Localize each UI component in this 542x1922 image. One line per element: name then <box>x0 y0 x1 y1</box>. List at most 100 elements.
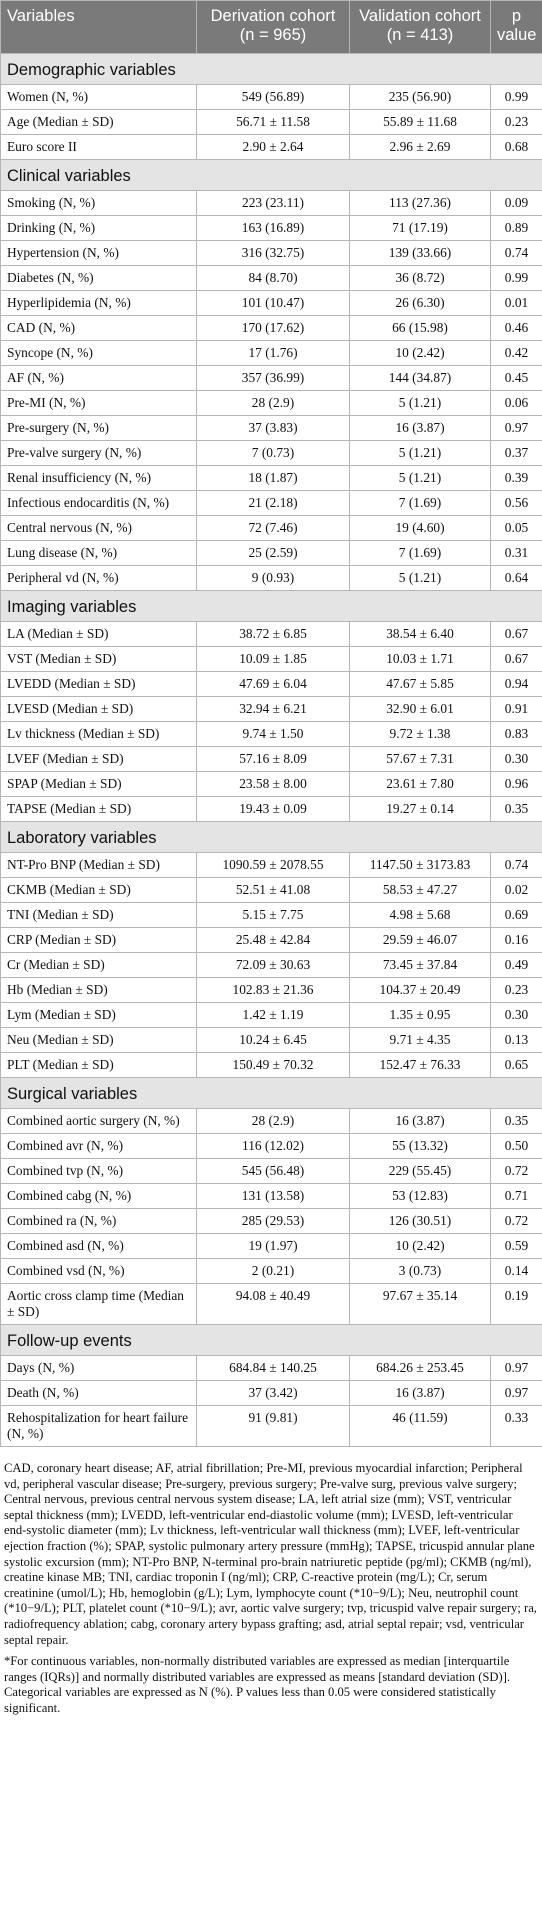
data-row: Euro score II 2.90 ± 2.64 2.96 ± 2.69 0.68 <box>0 134 542 160</box>
data-row: LVESD (Median ± SD) 32.94 ± 6.21 32.90 ± 6… <box>0 696 542 722</box>
section-row: Clinical variables <box>0 159 542 191</box>
cell: 0.67 <box>490 621 542 647</box>
cell: 316 (32.75) <box>196 240 350 266</box>
cell: 5 (1.21) <box>349 390 491 416</box>
data-row: Pre-valve surgery (N, %) 7 (0.73) 5 (1.21)… <box>0 440 542 466</box>
row-label: Combined avr (N, %) <box>0 1133 197 1159</box>
cell: 0.97 <box>490 415 542 441</box>
cell: 66 (15.98) <box>349 315 491 341</box>
cell: 0.72 <box>490 1158 542 1184</box>
cell: 71 (17.19) <box>349 215 491 241</box>
cell: 131 (13.58) <box>196 1183 350 1209</box>
cell: 0.02 <box>490 877 542 903</box>
data-row: Lym (Median ± SD) 1.42 ± 1.19 1.35 ± 0.95 0… <box>0 1002 542 1028</box>
cell: 0.19 <box>490 1283 542 1325</box>
cell: 235 (56.90) <box>349 84 491 110</box>
cell: 2 (0.21) <box>196 1258 350 1284</box>
cell: 0.96 <box>490 771 542 797</box>
row-label: Death (N, %) <box>0 1380 197 1406</box>
cell: 19 (1.97) <box>196 1233 350 1259</box>
cell: 0.97 <box>490 1355 542 1381</box>
row-label: Lung disease (N, %) <box>0 540 197 566</box>
cell: 549 (56.89) <box>196 84 350 110</box>
cell: 139 (33.66) <box>349 240 491 266</box>
data-row: Cr (Median ± SD) 72.09 ± 30.63 73.45 ± 37.… <box>0 952 542 978</box>
cell: 18 (1.87) <box>196 465 350 491</box>
row-label: Women (N, %) <box>0 84 197 110</box>
row-label: Syncope (N, %) <box>0 340 197 366</box>
row-label: Renal insufficiency (N, %) <box>0 465 197 491</box>
cell: 0.05 <box>490 515 542 541</box>
cell: 1090.59 ± 2078.55 <box>196 852 350 878</box>
cell: 32.94 ± 6.21 <box>196 696 350 722</box>
row-label: LA (Median ± SD) <box>0 621 197 647</box>
section-title: Follow-up events <box>0 1324 542 1356</box>
cell: 1.42 ± 1.19 <box>196 1002 350 1028</box>
row-label: Days (N, %) <box>0 1355 197 1381</box>
row-label: Lym (Median ± SD) <box>0 1002 197 1028</box>
cell: 16 (3.87) <box>349 415 491 441</box>
cell: 3 (0.73) <box>349 1258 491 1284</box>
cell: 1.35 ± 0.95 <box>349 1002 491 1028</box>
footnote: CAD, coronary heart disease; AF, atrial … <box>4 1461 537 1647</box>
cell: 84 (8.70) <box>196 265 350 291</box>
cell: 55 (13.32) <box>349 1133 491 1159</box>
cell: 102.83 ± 21.36 <box>196 977 350 1003</box>
cell: 56.71 ± 11.58 <box>196 109 350 135</box>
cell: 0.39 <box>490 465 542 491</box>
cell: 28 (2.9) <box>196 390 350 416</box>
footnote: *For continuous variables, non-normally … <box>4 1654 511 1715</box>
cell: 28 (2.9) <box>196 1108 350 1134</box>
header-cell: Derivation cohort (n = 965) <box>196 0 350 54</box>
cell: 0.06 <box>490 390 542 416</box>
data-row: VST (Median ± SD) 10.09 ± 1.85 10.03 ± 1.7… <box>0 646 542 672</box>
data-row: Drinking (N, %) 163 (16.89) 71 (17.19) 0.89 <box>0 215 542 241</box>
cell: 126 (30.51) <box>349 1208 491 1234</box>
cell: 9.72 ± 1.38 <box>349 721 491 747</box>
cell: 0.65 <box>490 1052 542 1078</box>
row-label: Lv thickness (Median ± SD) <box>0 721 197 747</box>
data-row: TAPSE (Median ± SD) 19.43 ± 0.09 19.27 ± 0… <box>0 796 542 822</box>
cell: 25.48 ± 42.84 <box>196 927 350 953</box>
cell: 10.03 ± 1.71 <box>349 646 491 672</box>
row-label: Peripheral vd (N, %) <box>0 565 197 591</box>
data-row: Diabetes (N, %) 84 (8.70) 36 (8.72) 0.99 <box>0 265 542 291</box>
cell: 229 (55.45) <box>349 1158 491 1184</box>
cell: 21 (2.18) <box>196 490 350 516</box>
cell: 0.99 <box>490 265 542 291</box>
header-cell: Variables <box>0 0 197 54</box>
data-row: Hypertension (N, %) 316 (32.75) 139 (33.66… <box>0 240 542 266</box>
cell: 0.59 <box>490 1233 542 1259</box>
section-row: Demographic variables <box>0 53 542 85</box>
cell: 0.01 <box>490 290 542 316</box>
cell: 0.37 <box>490 440 542 466</box>
data-row: Combined aortic surgery (N, %) 28 (2.9) 16… <box>0 1108 542 1134</box>
section-title: Surgical variables <box>0 1077 542 1109</box>
cell: 144 (34.87) <box>349 365 491 391</box>
header-cell: Validation cohort (n = 413) <box>349 0 491 54</box>
footnotes: CAD, coronary heart disease; AF, atrial … <box>0 1447 542 1717</box>
data-row: CRP (Median ± SD) 25.48 ± 42.84 29.59 ± 46… <box>0 927 542 953</box>
row-label: Central nervous (N, %) <box>0 515 197 541</box>
data-row: Infectious endocarditis (N, %) 21 (2.18) 7… <box>0 490 542 516</box>
cell: 101 (10.47) <box>196 290 350 316</box>
cell: 152.47 ± 76.33 <box>349 1052 491 1078</box>
cell: 0.09 <box>490 190 542 216</box>
cell: 0.99 <box>490 84 542 110</box>
row-label: LVEF (Median ± SD) <box>0 746 197 772</box>
data-row: Women (N, %) 549 (56.89) 235 (56.90) 0.99 <box>0 84 542 110</box>
cell: 0.42 <box>490 340 542 366</box>
cell: 57.67 ± 7.31 <box>349 746 491 772</box>
cell: 0.13 <box>490 1027 542 1053</box>
cell: 684.26 ± 253.45 <box>349 1355 491 1381</box>
cell: 0.30 <box>490 1002 542 1028</box>
cell: 25 (2.59) <box>196 540 350 566</box>
section-row: Surgical variables <box>0 1077 542 1109</box>
cell: 7 (1.69) <box>349 540 491 566</box>
cell: 545 (56.48) <box>196 1158 350 1184</box>
data-row: AF (N, %) 357 (36.99) 144 (34.87) 0.45 <box>0 365 542 391</box>
cell: 0.45 <box>490 365 542 391</box>
data-row: Combined avr (N, %) 116 (12.02) 55 (13.32)… <box>0 1133 542 1159</box>
row-label: Neu (Median ± SD) <box>0 1027 197 1053</box>
row-label: Euro score II <box>0 134 197 160</box>
